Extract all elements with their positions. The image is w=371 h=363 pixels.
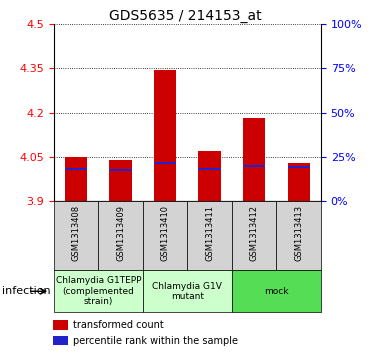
Bar (154, 162, 176, 164)
Text: GSM1313413: GSM1313413 (294, 204, 303, 261)
Bar (109, 160, 132, 201)
Bar (276, 201, 321, 270)
Bar (65, 168, 87, 170)
Bar (98, 201, 143, 270)
Bar (154, 70, 176, 201)
Text: GSM1313412: GSM1313412 (250, 204, 259, 261)
Text: GDS5635 / 214153_at: GDS5635 / 214153_at (109, 9, 262, 23)
Text: infection: infection (2, 286, 50, 296)
Bar (288, 163, 310, 201)
Bar (54, 270, 143, 312)
Bar (54, 201, 98, 270)
Bar (198, 151, 221, 201)
Bar (143, 270, 232, 312)
Bar (288, 166, 310, 168)
Text: Chlamydia G1V
mutant: Chlamydia G1V mutant (152, 282, 222, 301)
Text: transformed count: transformed count (73, 320, 164, 330)
Bar (232, 201, 276, 270)
Text: GSM1313409: GSM1313409 (116, 204, 125, 261)
Bar (198, 168, 221, 170)
Bar (53, 336, 68, 345)
Bar (243, 165, 265, 167)
Bar (109, 169, 132, 171)
Text: GSM1313410: GSM1313410 (161, 204, 170, 261)
Bar (243, 118, 265, 201)
Bar (53, 321, 68, 330)
Text: mock: mock (264, 287, 289, 296)
Text: Chlamydia G1TEPP
(complemented
strain): Chlamydia G1TEPP (complemented strain) (56, 276, 141, 306)
Text: percentile rank within the sample: percentile rank within the sample (73, 336, 238, 346)
Bar (232, 270, 321, 312)
Text: GSM1313411: GSM1313411 (205, 204, 214, 261)
Bar (143, 201, 187, 270)
Text: GSM1313408: GSM1313408 (72, 204, 81, 261)
Bar (65, 157, 87, 201)
Bar (187, 201, 232, 270)
